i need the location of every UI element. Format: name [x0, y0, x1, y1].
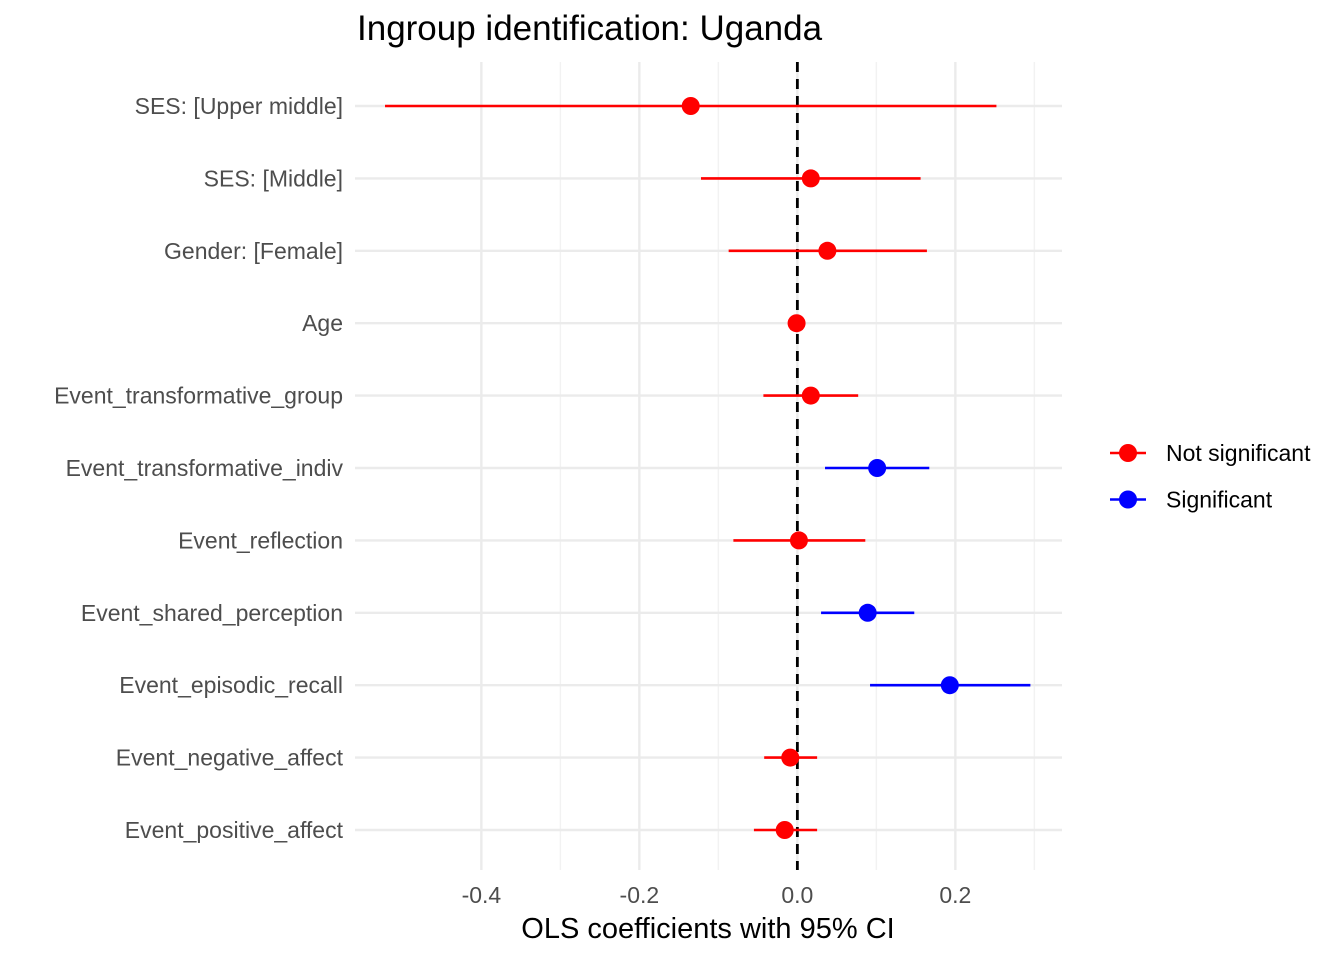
y-tick-label: Event_transformative_group [54, 383, 343, 409]
grid [355, 62, 1062, 870]
x-axis-tick-labels: -0.4 -0.2 0.0 0.2 [462, 882, 972, 908]
y-tick-label: Gender: [Female] [164, 238, 343, 264]
x-tick-label: -0.4 [462, 882, 502, 908]
y-axis-labels: SES: [Upper middle] SES: [Middle] Gender: … [54, 93, 344, 843]
y-tick-label: Age [302, 310, 343, 336]
legend-label: Significant [1166, 487, 1273, 513]
x-tick-label: -0.2 [620, 882, 660, 908]
legend-label: Not significant [1166, 440, 1311, 466]
y-tick-label: Event_positive_affect [125, 817, 344, 843]
coefficient-point [681, 97, 700, 115]
x-tick-label: 0.2 [939, 882, 971, 908]
chart-title: Ingroup identification: Uganda [357, 9, 823, 48]
y-tick-label: Event_negative_affect [116, 745, 344, 771]
y-tick-label: SES: [Middle] [204, 165, 343, 191]
coefficient-point [801, 169, 820, 188]
legend-key-point [1119, 444, 1137, 462]
y-tick-label: Event_transformative_indiv [66, 455, 344, 481]
y-tick-label: Event_episodic_recall [119, 672, 343, 698]
coefficient-point [868, 459, 887, 477]
y-tick-label: SES: [Upper middle] [135, 93, 343, 119]
coefficient-point [801, 386, 820, 405]
legend-key-point [1119, 490, 1137, 509]
coefficient-point [787, 314, 806, 333]
coefficient-point [940, 676, 959, 695]
y-tick-label: Event_reflection [178, 527, 343, 553]
x-tick-label: 0.0 [781, 882, 813, 908]
y-tick-label: Event_shared_perception [81, 600, 343, 626]
coefficient-point [789, 531, 808, 550]
legend: Not significant Significant [1110, 440, 1311, 513]
coefficient-point [775, 821, 794, 839]
coefficient-point [858, 603, 877, 622]
coefficient-point [818, 241, 837, 260]
points [681, 97, 959, 839]
x-axis-title: OLS coefficients with 95% CI [521, 913, 894, 945]
coefficient-point [781, 748, 800, 767]
